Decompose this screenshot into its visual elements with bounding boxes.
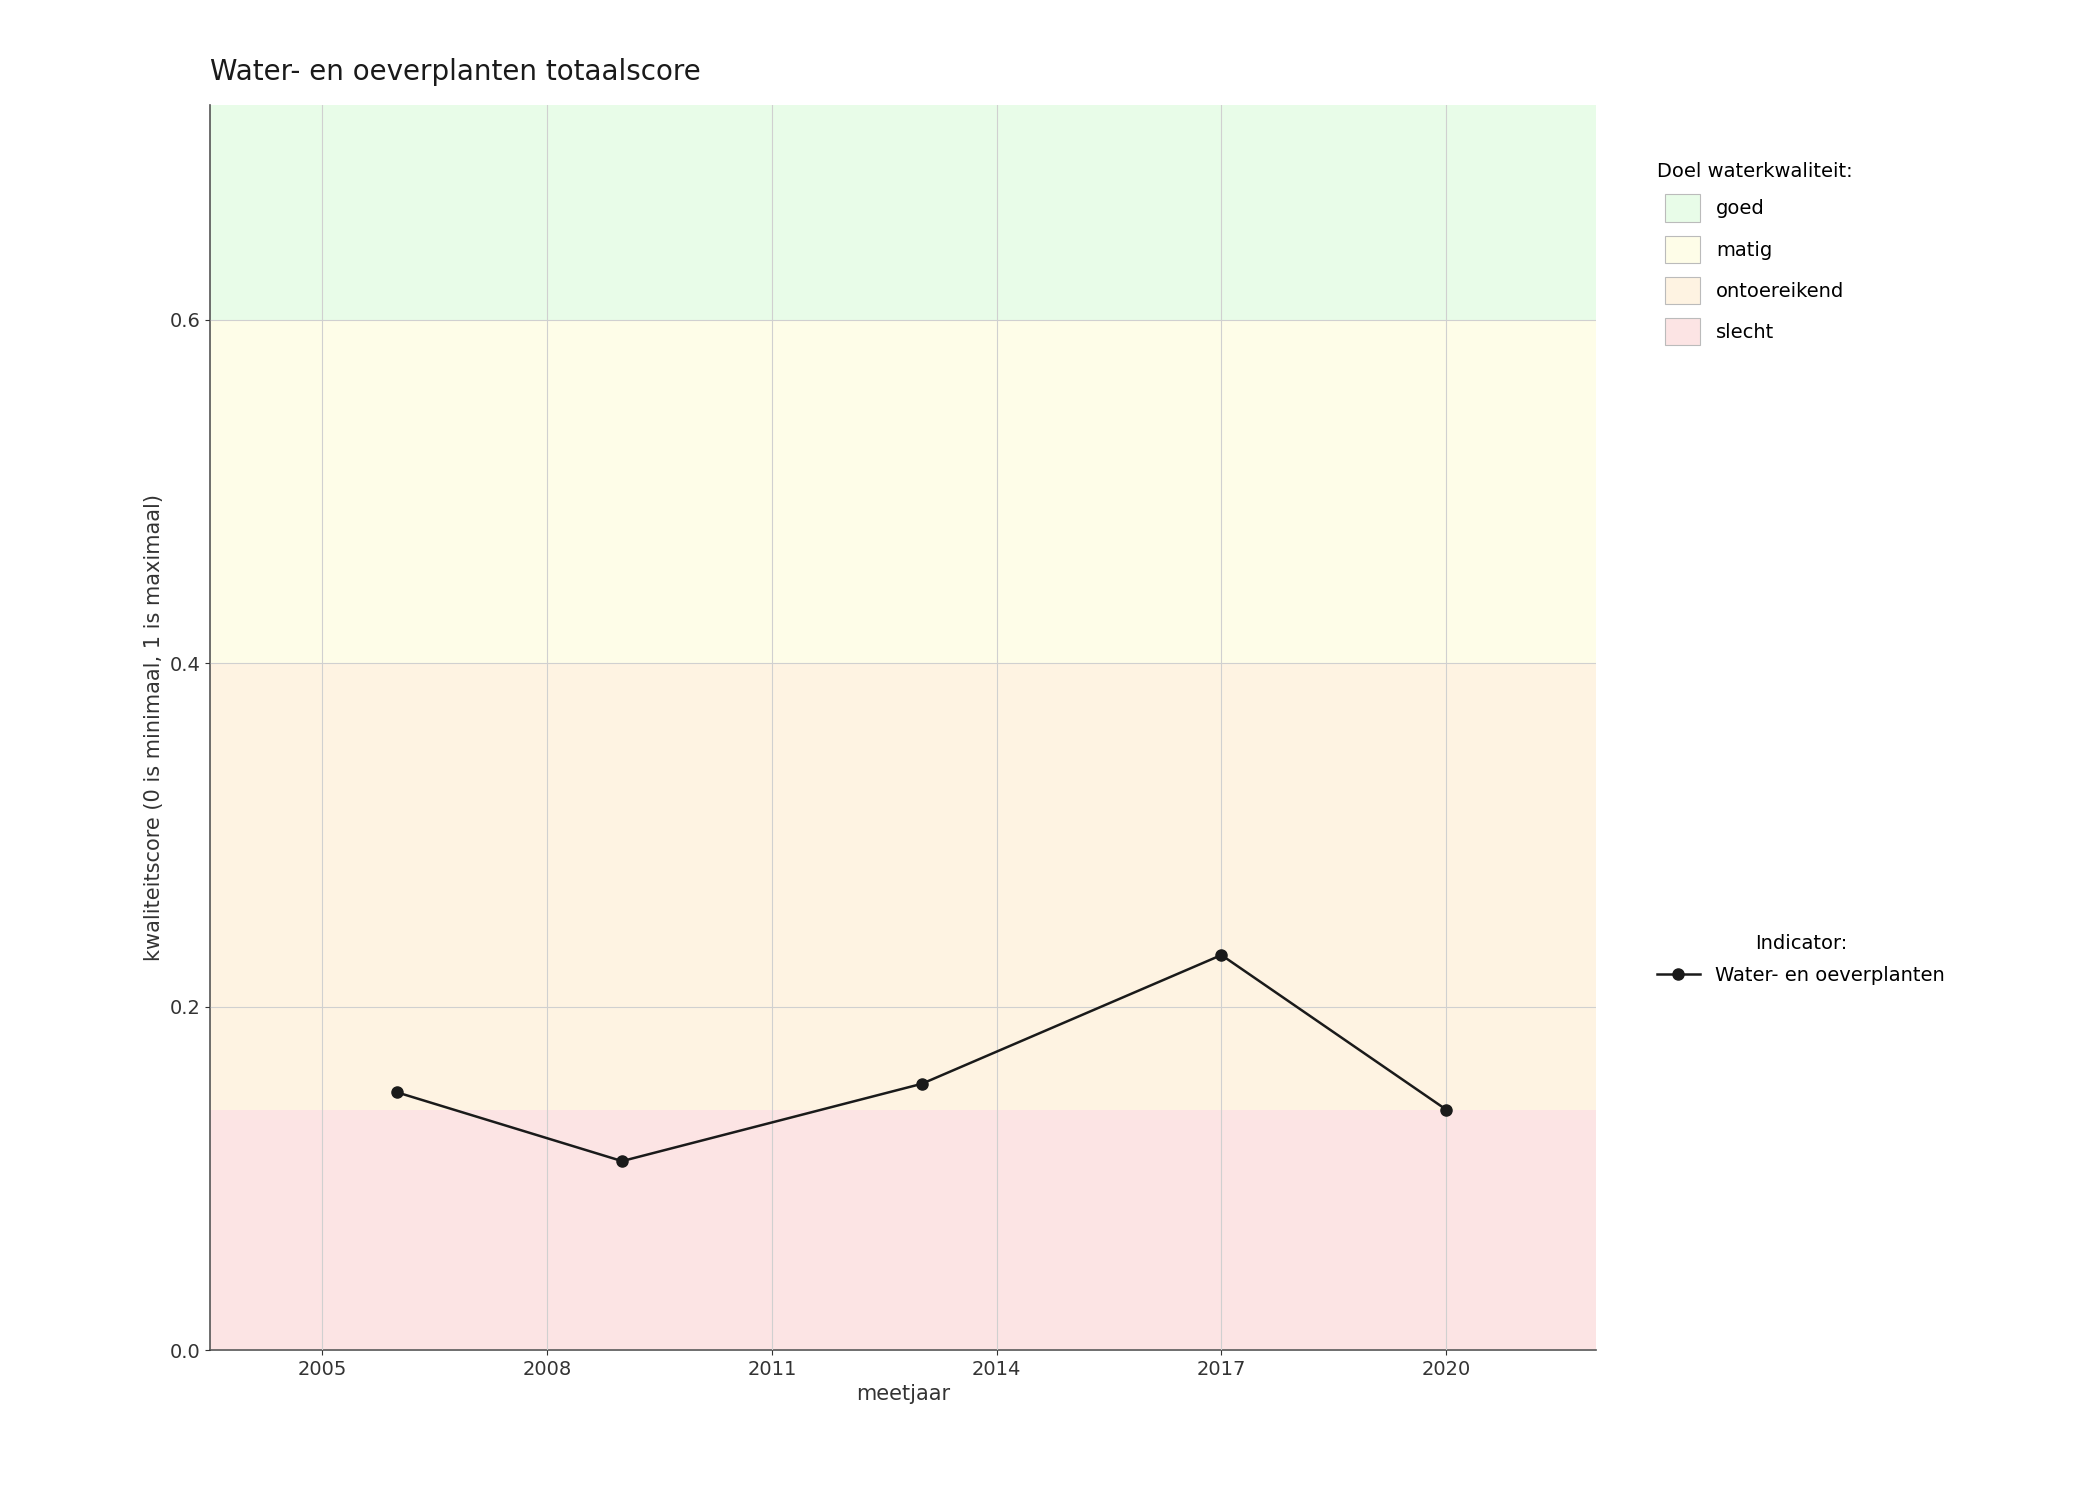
- Legend: Water- en oeverplanten: Water- en oeverplanten: [1646, 924, 1955, 994]
- Bar: [210, 663, 1596, 1110]
- Bar: [210, 1110, 1596, 1350]
- Bar: [210, 105, 1596, 320]
- Y-axis label: kwaliteitscore (0 is minimaal, 1 is maximaal): kwaliteitscore (0 is minimaal, 1 is maxi…: [143, 494, 164, 962]
- Bar: [210, 320, 1596, 663]
- Text: Water- en oeverplanten totaalscore: Water- en oeverplanten totaalscore: [210, 58, 701, 86]
- X-axis label: meetjaar: meetjaar: [857, 1384, 949, 1404]
